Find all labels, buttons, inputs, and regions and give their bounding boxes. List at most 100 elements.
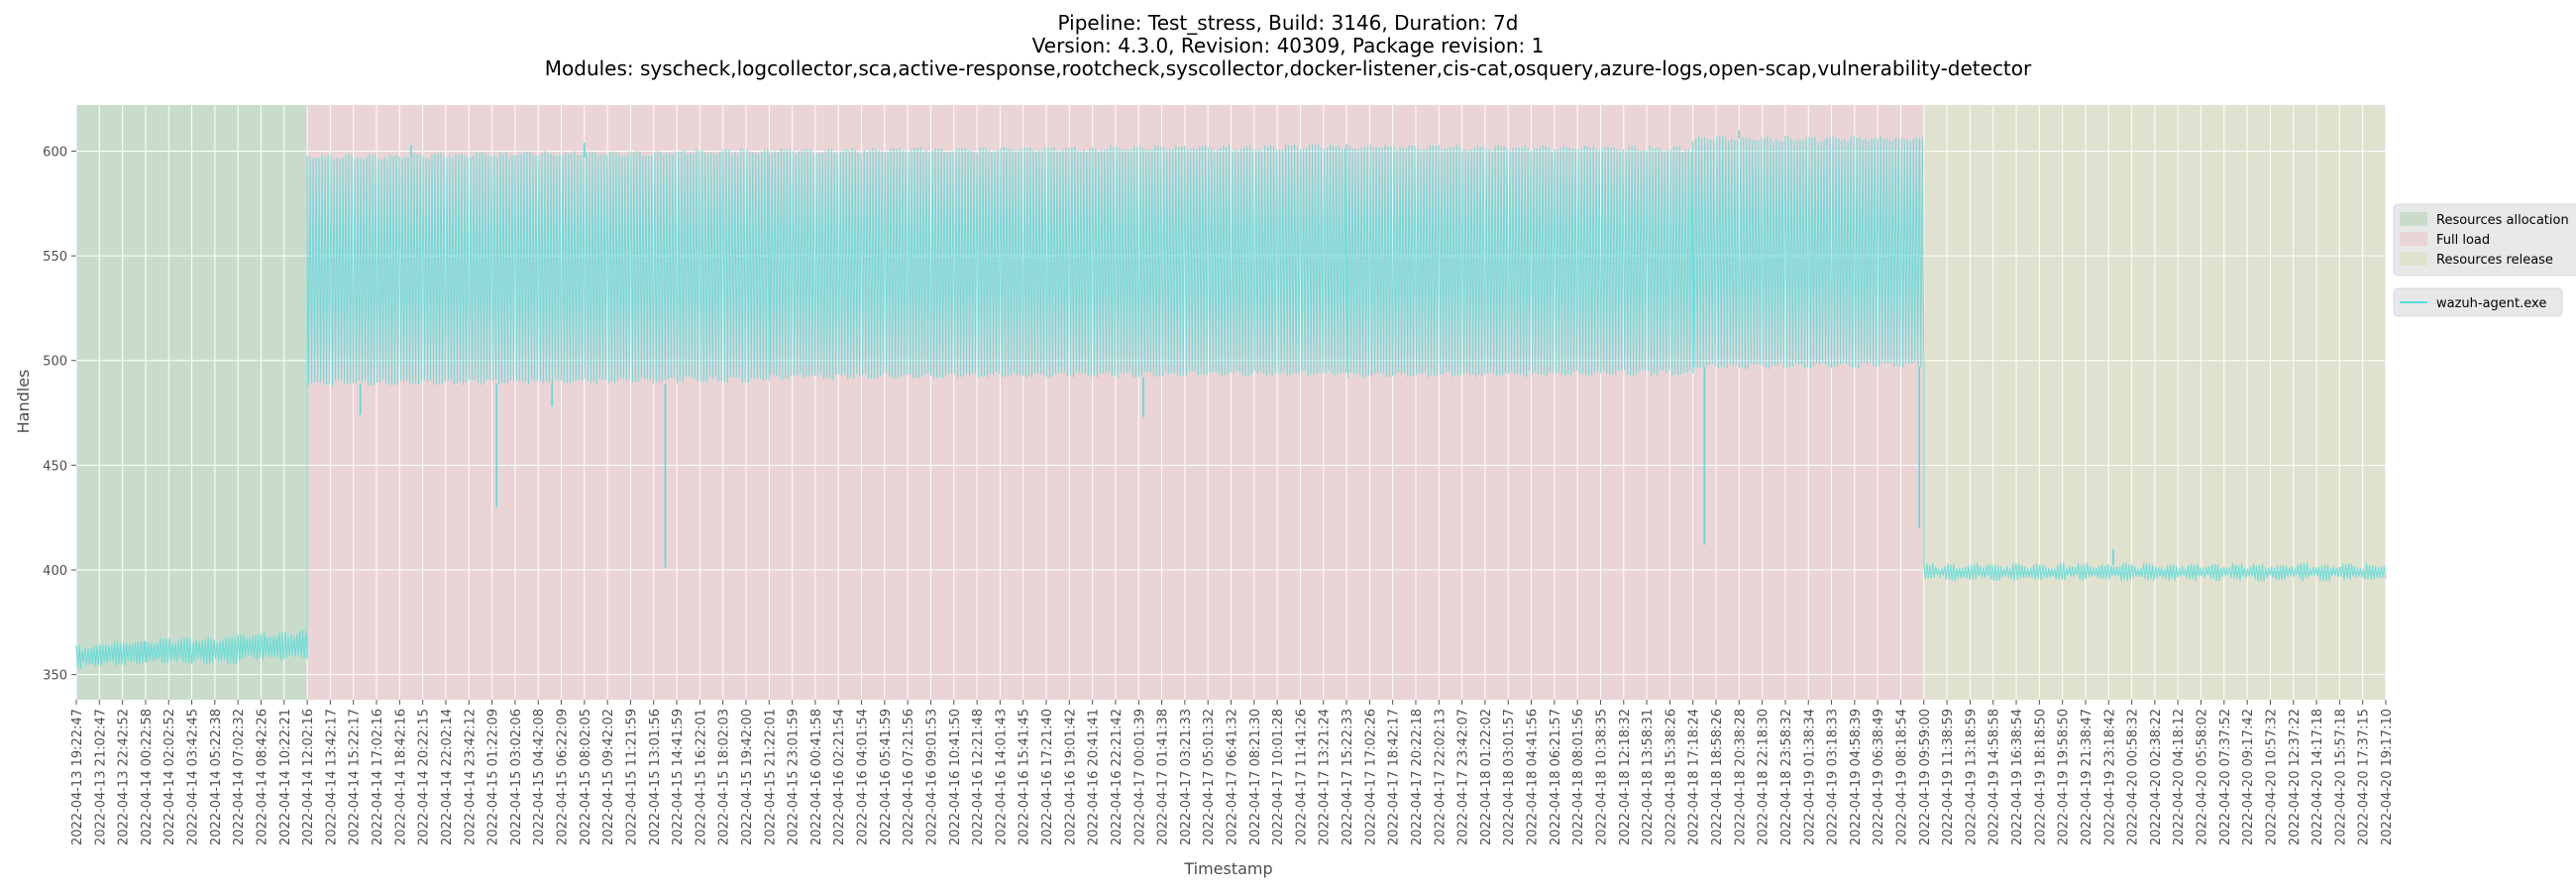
legend-label-phase-1: Full load — [2436, 233, 2490, 248]
x-tick-label: 2022-04-17 10:01:28 — [1271, 709, 1286, 845]
x-tick-label: 2022-04-17 22:02:13 — [1433, 709, 1448, 845]
x-tick-label: 2022-04-17 05:01:32 — [1202, 709, 1217, 845]
x-tick-label: 2022-04-15 16:22:01 — [694, 709, 708, 845]
x-tick-label: 2022-04-18 23:58:32 — [1779, 709, 1794, 845]
x-tick-label: 2022-04-18 04:41:56 — [1526, 709, 1541, 845]
series-line-wazuh-agent-exe — [75, 135, 2387, 670]
x-tick-label: 2022-04-19 01:38:34 — [1802, 709, 1817, 845]
chart-title-line-1: Pipeline: Test_stress, Build: 3146, Dura… — [1058, 11, 1519, 35]
x-tick-label: 2022-04-15 01:22:09 — [486, 709, 501, 845]
x-tick-label: 2022-04-16 05:41:59 — [879, 709, 894, 845]
x-tick-label: 2022-04-18 12:18:32 — [1618, 709, 1633, 845]
x-tick-label: 2022-04-16 15:41:45 — [1018, 709, 1032, 845]
x-tick-label: 2022-04-17 00:01:39 — [1132, 709, 1147, 845]
legend-swatch-phase-1 — [2400, 232, 2427, 246]
x-tick-label: 2022-04-14 15:22:17 — [348, 709, 363, 845]
x-tick-label: 2022-04-13 21:02:47 — [93, 709, 108, 845]
x-tick-label: 2022-04-17 06:41:32 — [1226, 709, 1240, 845]
x-axis-label: Timestamp — [1183, 859, 1272, 878]
x-tick-label: 2022-04-13 19:22:47 — [70, 709, 85, 845]
x-tick-label: 2022-04-15 13:01:56 — [648, 709, 663, 845]
x-tick-label: 2022-04-18 15:38:26 — [1664, 709, 1678, 845]
chart-title-line-2: Version: 4.3.0, Revision: 40309, Package… — [1032, 34, 1545, 57]
x-tick-label: 2022-04-17 15:22:33 — [1341, 709, 1355, 845]
x-tick-label: 2022-04-14 05:22:38 — [209, 709, 224, 845]
x-tick-label: 2022-04-16 19:01:42 — [1063, 709, 1078, 845]
x-tick-label: 2022-04-20 09:17:42 — [2241, 709, 2256, 845]
x-tick-label: 2022-04-16 00:41:58 — [809, 709, 824, 845]
x-tick-label: 2022-04-18 10:38:35 — [1594, 709, 1609, 845]
x-tick-label: 2022-04-19 11:38:59 — [1941, 709, 1956, 845]
x-tick-label: 2022-04-14 18:42:16 — [393, 709, 408, 845]
x-tick-label: 2022-04-18 20:38:28 — [1733, 709, 1748, 845]
x-tick-label: 2022-04-20 17:37:15 — [2357, 709, 2372, 845]
x-tick-label: 2022-04-20 10:57:32 — [2264, 709, 2279, 845]
x-tick-label: 2022-04-16 02:21:54 — [832, 709, 847, 845]
x-tick-label: 2022-04-14 10:22:21 — [278, 709, 293, 845]
x-tick-label: 2022-04-15 14:41:59 — [671, 709, 686, 845]
x-tick-label: 2022-04-15 19:42:00 — [740, 709, 755, 845]
x-tick-label: 2022-04-16 10:41:50 — [948, 709, 963, 845]
x-tick-label: 2022-04-20 04:18:12 — [2172, 709, 2187, 845]
x-tick-label: 2022-04-16 07:21:56 — [902, 709, 916, 845]
x-tick-label: 2022-04-20 12:37:22 — [2288, 709, 2303, 845]
x-tick-label: 2022-04-15 18:02:03 — [717, 709, 732, 845]
legend-box-phases — [2393, 203, 2576, 277]
x-tick-label: 2022-04-16 04:01:54 — [856, 709, 871, 845]
x-tick-label: 2022-04-18 22:18:30 — [1757, 709, 1771, 845]
legend-label-phase-0: Resources allocation — [2436, 213, 2569, 228]
x-tick-label: 2022-04-17 08:21:30 — [1248, 709, 1263, 845]
x-tick-label: 2022-04-20 15:57:18 — [2333, 709, 2348, 845]
x-tick-label: 2022-04-18 17:18:24 — [1687, 709, 1702, 845]
x-tick-label: 2022-04-19 18:18:50 — [2033, 709, 2048, 845]
x-tick-label: 2022-04-17 13:21:24 — [1318, 709, 1333, 845]
x-tick-label: 2022-04-19 19:58:50 — [2057, 709, 2072, 845]
legend-label-phase-2: Resources release — [2436, 253, 2553, 268]
x-tick-label: 2022-04-14 23:42:12 — [463, 709, 478, 845]
y-tick-label: 450 — [43, 459, 67, 474]
x-tick-label: 2022-04-16 20:41:41 — [1087, 709, 1102, 845]
x-tick-label: 2022-04-14 07:02:32 — [232, 709, 247, 845]
x-tick-label: 2022-04-14 17:02:16 — [371, 709, 385, 845]
x-tick-label: 2022-04-20 00:58:32 — [2126, 709, 2141, 845]
x-tick-label: 2022-04-14 00:22:58 — [140, 709, 155, 845]
legend-swatch-phase-2 — [2400, 252, 2427, 266]
x-tick-label: 2022-04-19 09:59:00 — [1918, 709, 1933, 845]
x-tick-label: 2022-04-16 12:21:48 — [971, 709, 986, 845]
x-tick-label: 2022-04-20 05:58:02 — [2196, 709, 2210, 845]
x-tick-label: 2022-04-17 20:22:18 — [1410, 709, 1425, 845]
x-tick-label: 2022-04-20 14:17:18 — [2310, 709, 2325, 845]
x-tick-label: 2022-04-16 14:01:43 — [994, 709, 1009, 845]
legend-swatch-phase-0 — [2400, 212, 2427, 226]
legend: Resources allocation Full load Resources r… — [2393, 203, 2576, 317]
x-tick-label: 2022-04-15 08:02:05 — [579, 709, 593, 845]
x-tick-label: 2022-04-17 18:42:17 — [1387, 709, 1402, 845]
x-tick-label: 2022-04-14 20:22:15 — [417, 709, 432, 845]
y-tick-label: 600 — [43, 145, 67, 160]
x-tick-label: 2022-04-19 04:58:39 — [1849, 709, 1864, 845]
x-tick-label: 2022-04-14 22:02:14 — [440, 709, 455, 845]
x-tick-label: 2022-04-14 02:02:52 — [162, 709, 177, 845]
x-tick-label: 2022-04-18 03:01:57 — [1502, 709, 1517, 845]
y-axis-ticks: 350 400 450 500 550 600 — [43, 145, 76, 684]
x-axis-ticks: 2022-04-13 19:22:47 2022-04-13 21:02:47 20… — [70, 700, 2395, 845]
x-tick-label: 2022-04-20 07:37:52 — [2218, 709, 2233, 845]
x-tick-label: 2022-04-15 03:02:06 — [509, 709, 524, 845]
x-tick-label: 2022-04-19 21:38:47 — [2080, 709, 2094, 845]
y-tick-label: 500 — [43, 355, 67, 370]
x-tick-label: 2022-04-18 01:22:02 — [1479, 709, 1494, 845]
x-tick-label: 2022-04-14 03:42:45 — [186, 709, 201, 845]
x-tick-label: 2022-04-15 06:22:09 — [556, 709, 571, 845]
x-tick-label: 2022-04-15 11:21:59 — [624, 709, 639, 845]
y-tick-label: 400 — [43, 564, 67, 579]
x-tick-label: 2022-04-18 06:21:57 — [1549, 709, 1563, 845]
y-tick-label: 550 — [43, 250, 67, 265]
x-tick-label: 2022-04-18 13:58:31 — [1641, 709, 1656, 845]
chart-title-line-3: Modules: syscheck,logcollector,sca,activ… — [545, 56, 2032, 80]
series-layer — [75, 130, 2387, 670]
y-axis-label: Handles — [14, 370, 33, 434]
x-tick-label: 2022-04-19 03:18:33 — [1826, 709, 1841, 845]
x-tick-label: 2022-04-19 14:58:58 — [1987, 709, 2002, 845]
x-tick-label: 2022-04-19 08:18:54 — [1894, 709, 1909, 845]
